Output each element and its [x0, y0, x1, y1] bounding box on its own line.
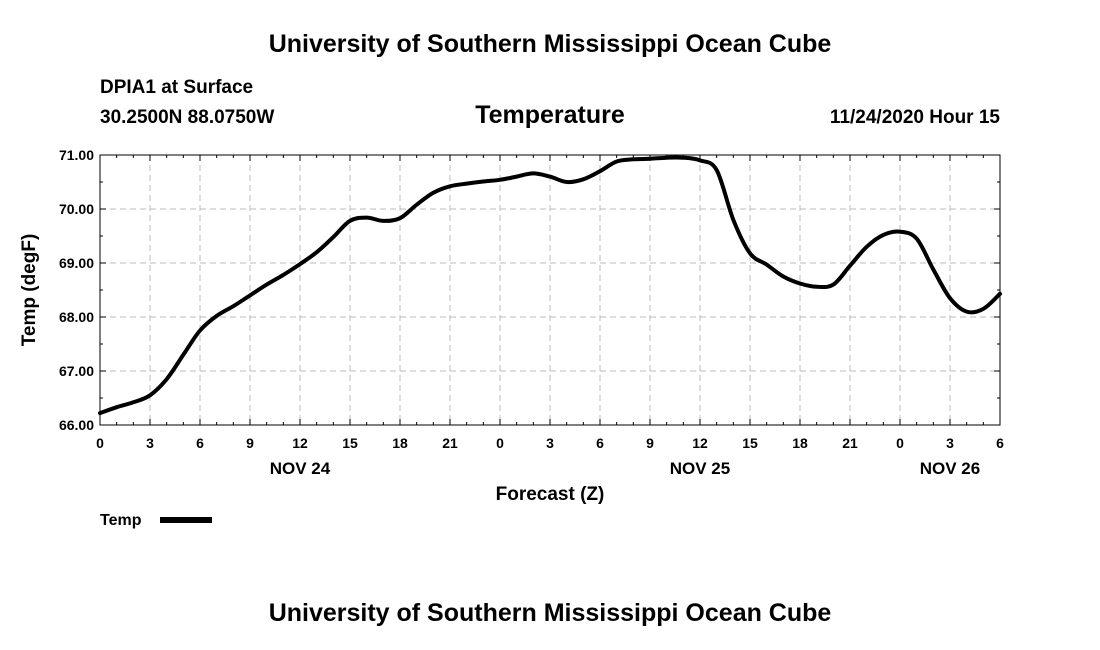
forecast-datetime: 11/24/2020 Hour 15 — [829, 107, 1000, 128]
x-tick-label: 12 — [692, 435, 708, 451]
temp-series-line — [98, 155, 1002, 416]
y-tick-label: 67.00 — [59, 363, 94, 379]
page-title: University of Southern Mississippi Ocean… — [268, 30, 832, 58]
day-label: NOV 26 — [920, 459, 980, 478]
footer-title: University of Southern Mississippi Ocean… — [268, 599, 832, 627]
x-tick-label: 0 — [496, 435, 504, 451]
day-label: NOV 24 — [270, 459, 331, 478]
x-tick-label: 0 — [896, 435, 904, 451]
x-tick-label: 6 — [996, 435, 1004, 451]
x-tick-label: 3 — [146, 435, 154, 451]
chart-title: Temperature — [475, 101, 625, 129]
legend-swatch — [160, 517, 212, 523]
x-tick-label: 21 — [842, 435, 858, 451]
y-axis-title: Temp (degF) — [19, 234, 40, 347]
day-label: NOV 25 — [670, 459, 730, 478]
y-tick-label: 66.00 — [59, 417, 94, 433]
x-tick-label: 12 — [292, 435, 308, 451]
y-tick-label: 71.00 — [59, 147, 94, 163]
x-tick-label: 9 — [646, 435, 654, 451]
station-label: DPIA1 at Surface — [100, 77, 254, 98]
x-tick-label: 0 — [96, 435, 104, 451]
legend-label: Temp — [100, 512, 142, 529]
x-tick-label: 6 — [596, 435, 604, 451]
coordinates-label: 30.2500N 88.0750W — [100, 107, 275, 128]
x-tick-label: 18 — [392, 435, 408, 451]
x-tick-label: 18 — [792, 435, 808, 451]
x-tick-label: 3 — [546, 435, 554, 451]
y-tick-label: 70.00 — [59, 201, 94, 217]
x-tick-label: 21 — [442, 435, 458, 451]
x-axis-title: Forecast (Z) — [496, 484, 605, 505]
x-tick-label: 9 — [246, 435, 254, 451]
x-tick-label: 15 — [342, 435, 358, 451]
x-tick-label: 15 — [742, 435, 758, 451]
x-tick-label: 6 — [196, 435, 204, 451]
y-tick-label: 68.00 — [59, 309, 94, 325]
y-tick-label: 69.00 — [59, 255, 94, 271]
x-tick-label: 3 — [946, 435, 954, 451]
